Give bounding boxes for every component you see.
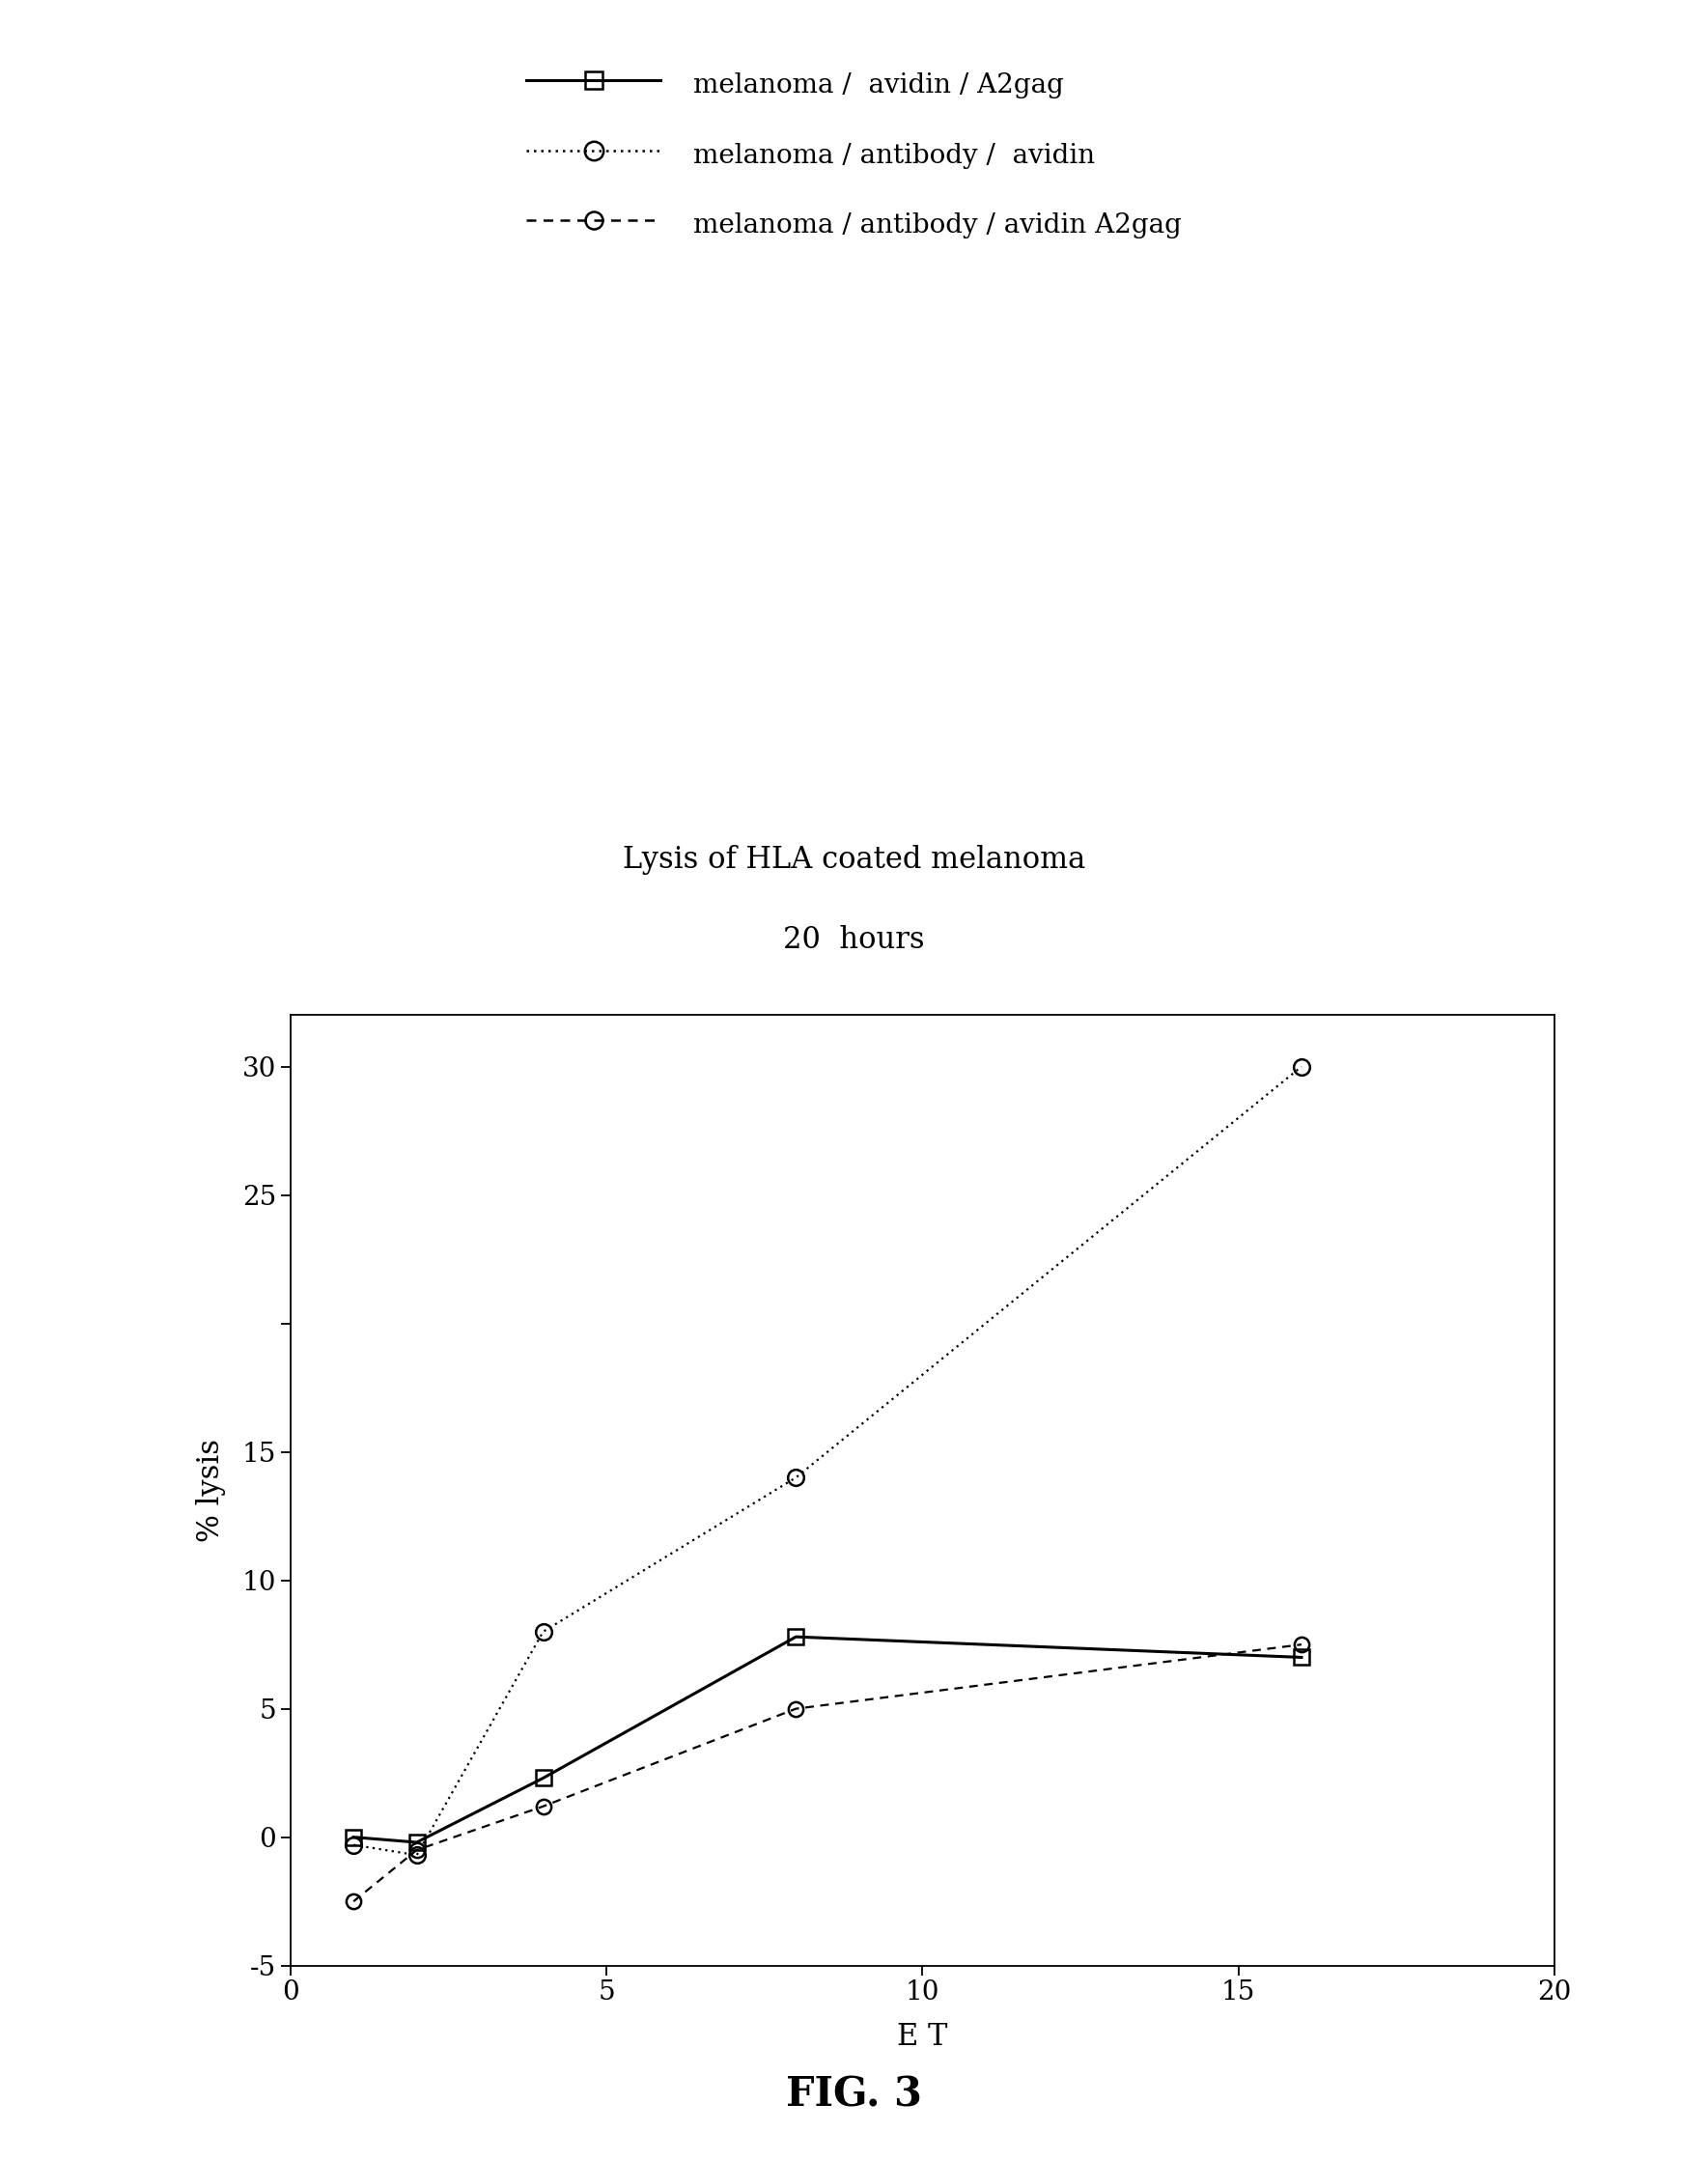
Text: 20  hours: 20 hours [784, 924, 924, 955]
Text: FIG. 3: FIG. 3 [786, 2076, 922, 2115]
Y-axis label: % lysis: % lysis [196, 1439, 225, 1542]
X-axis label: E T: E T [897, 2022, 948, 2052]
Text: Lysis of HLA coated melanoma: Lysis of HLA coated melanoma [623, 845, 1085, 875]
Legend: melanoma /  avidin / A2gag, melanoma / antibody /  avidin, melanoma / antibody /: melanoma / avidin / A2gag, melanoma / an… [526, 67, 1182, 240]
